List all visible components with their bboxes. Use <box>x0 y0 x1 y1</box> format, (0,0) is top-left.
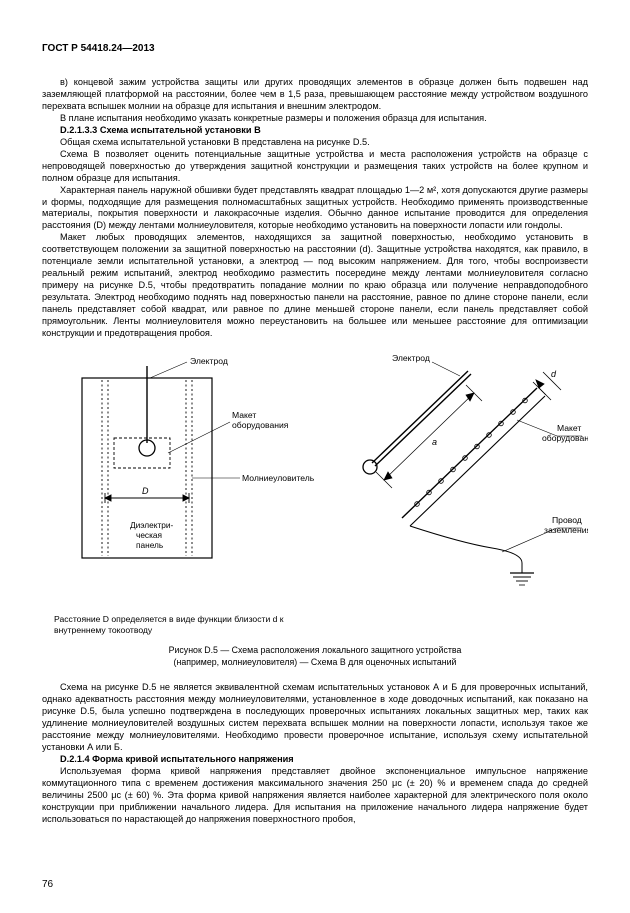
figure-caption-line1: Рисунок D.5 — Схема расположения локальн… <box>169 645 462 655</box>
label-equipment-left: Макет оборудования <box>232 410 289 430</box>
dim-D: D <box>142 486 149 496</box>
paragraph: Схема на рисунке D.5 не является эквивал… <box>42 682 588 754</box>
figure-svg: D Электрод Макет оборудования Молниеулов… <box>42 348 588 606</box>
subsection-heading: D.2.1.4 Форма кривой испытательного напр… <box>42 754 588 766</box>
label-dielectric: Диэлектри- ческая панель <box>130 520 176 550</box>
paragraph: в) концевой зажим устройства защиты или … <box>42 77 588 113</box>
label-electrode-left: Электрод <box>190 356 228 366</box>
right-diagram: d a Электрод Макет обор <box>363 353 588 585</box>
paragraph: Характерная панель наружной обшивки буде… <box>42 185 588 233</box>
dim-d: d <box>551 369 557 379</box>
paragraph: Макет любых проводящих элементов, находя… <box>42 232 588 340</box>
paragraph: В плане испытания необходимо указать кон… <box>42 113 588 125</box>
subsection-heading: D.2.1.3.3 Схема испытательной установки … <box>42 125 588 137</box>
figure-note: Расстояние D определяется в виде функции… <box>54 614 284 635</box>
label-electrode-right: Электрод <box>392 353 430 363</box>
label-ground-wire: Провод заземления <box>544 515 588 535</box>
figure-caption-line2: (например, молниеуловителя) — Схема В дл… <box>174 657 457 667</box>
document-header: ГОСТ Р 54418.24—2013 <box>42 42 588 55</box>
left-diagram: D Электрод Макет оборудования Молниеулов… <box>82 356 315 558</box>
label-equipment-right: Макет оборудования <box>542 423 588 443</box>
paragraph: Схема В позволяет оценить потенциальные … <box>42 149 588 185</box>
paragraph: Используемая форма кривой напряжения пре… <box>42 766 588 826</box>
figure-d5: D Электрод Макет оборудования Молниеулов… <box>42 348 588 610</box>
dim-a: a <box>432 437 437 447</box>
paragraph: Общая схема испытательной установки В пр… <box>42 137 588 149</box>
figure-caption: Рисунок D.5 — Схема расположения локальн… <box>42 645 588 668</box>
label-arrester: Молниеуловитель <box>242 473 315 483</box>
page-number: 76 <box>42 878 53 891</box>
